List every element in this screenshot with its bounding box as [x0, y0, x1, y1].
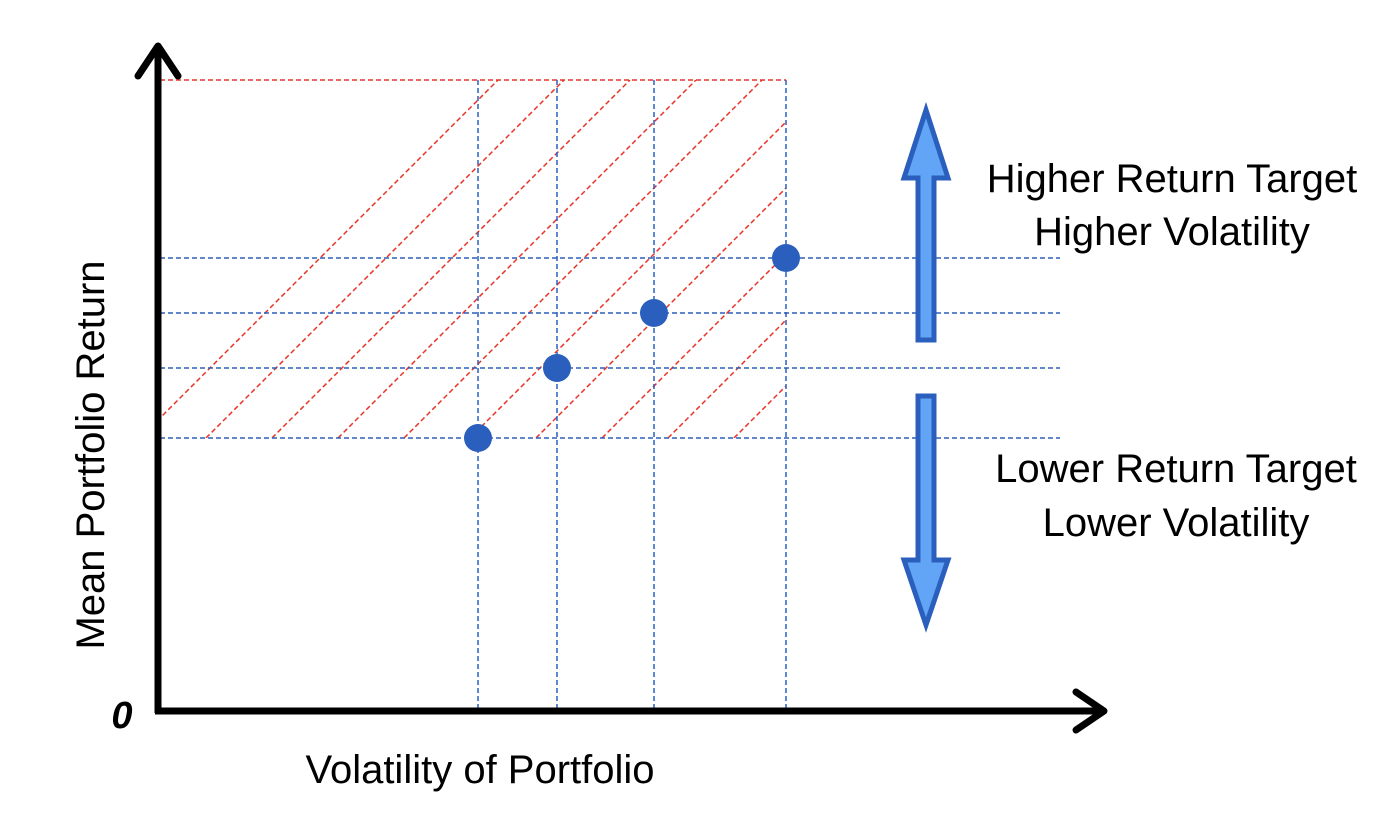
hatch-line: [800, 80, 1158, 438]
guide-lines: [160, 80, 1060, 708]
hatch-line: [601, 252, 786, 438]
x-axis-label: Volatility of Portfolio: [305, 748, 654, 792]
hatch-line: [667, 318, 786, 438]
hatch-line: [205, 80, 565, 438]
y-axis-arrowhead: [134, 42, 182, 80]
hatch-lines: [160, 80, 1400, 438]
hatch-line: [1064, 80, 1400, 438]
hatch-line: [932, 80, 1290, 438]
higher-volatility-label: Higher Volatility: [1034, 210, 1310, 254]
x-axis-arrowhead: [1072, 688, 1108, 734]
lower-volatility-label: Lower Volatility: [1043, 501, 1310, 545]
portfolio-point: [640, 299, 668, 327]
down-arrow-icon: [900, 393, 952, 633]
hatched-region: [160, 79, 1400, 438]
hatch-line: [403, 80, 763, 438]
portfolio-point: [543, 354, 571, 382]
up-arrow-icon: [900, 101, 952, 343]
data-points: [464, 244, 800, 452]
higher-return-target-label: Higher Return Target: [987, 157, 1358, 201]
lower-return-target-label: Lower Return Target: [995, 447, 1357, 491]
hatch-line: [998, 80, 1356, 438]
origin-label: 0: [111, 695, 132, 737]
hatch-line: [535, 186, 786, 438]
portfolio-point: [772, 244, 800, 272]
hatch-line: [469, 120, 786, 438]
hatch-line: [337, 80, 697, 438]
axes: [134, 42, 1108, 734]
hatch-line: [271, 80, 631, 438]
y-axis-label: Mean Portfolio Return: [69, 260, 113, 649]
portfolio-point: [464, 424, 492, 452]
hatch-line: [160, 80, 499, 420]
